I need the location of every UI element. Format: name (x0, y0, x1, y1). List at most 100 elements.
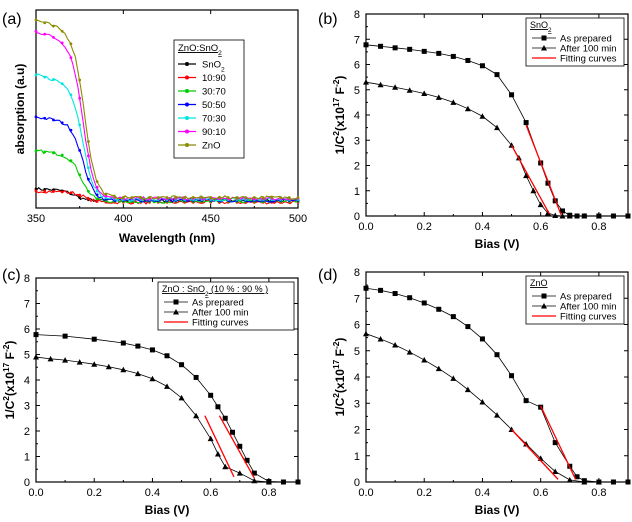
square-marker (179, 362, 185, 368)
series-line (35, 116, 299, 203)
series-marker (43, 189, 47, 193)
fit-line (218, 415, 255, 479)
text-span: -2 (1, 344, 11, 352)
triangle-marker (363, 330, 369, 337)
legend-marker (185, 102, 189, 107)
triangle-marker (91, 361, 98, 367)
series-marker (87, 140, 90, 143)
series-marker (121, 195, 125, 199)
series-marker (174, 196, 178, 199)
series-marker (87, 166, 90, 170)
y-tick-label: 0 (24, 477, 30, 489)
triangle-marker (595, 213, 602, 219)
y-tick-label: 4 (354, 110, 360, 122)
triangle-marker (566, 213, 573, 219)
text-span: -2 (331, 79, 341, 87)
y-tick-label: 5 (354, 346, 360, 358)
y-tick-label: 8 (354, 9, 360, 21)
square-marker (494, 352, 500, 358)
text-span: 1/C (333, 135, 347, 154)
text-span: 17 (331, 359, 341, 369)
square-marker (450, 314, 456, 320)
triangle-marker (581, 479, 588, 485)
y-tick-label: 5 (24, 350, 30, 362)
series-marker (218, 196, 221, 199)
triangle-marker (479, 113, 486, 119)
square-marker (523, 120, 529, 126)
series-marker (69, 42, 73, 46)
series-marker (104, 192, 108, 196)
legend-entry-label: 10:90 (202, 73, 226, 84)
text-span: SnO (187, 284, 205, 294)
series-marker (252, 196, 256, 199)
triangle-marker (494, 412, 500, 418)
y-tick-label: 4 (24, 375, 30, 387)
square-marker (378, 287, 384, 293)
triangle-marker (164, 383, 170, 389)
square-marker (545, 180, 551, 186)
triangle-marker (134, 370, 141, 377)
square-marker (295, 479, 301, 485)
y-tick-label: 1 (24, 452, 30, 464)
series-marker (78, 123, 82, 127)
square-marker (625, 479, 631, 485)
y-tick-label: 7 (354, 34, 360, 46)
series-marker (139, 196, 143, 199)
square-marker (135, 343, 141, 349)
triangle-marker (33, 354, 39, 360)
series-marker (43, 32, 47, 36)
legend-square-marker (173, 299, 179, 305)
y-tick-label: 3 (354, 398, 360, 410)
square-marker (465, 57, 471, 63)
x-tick-label: 350 (27, 213, 45, 225)
square-marker (436, 306, 442, 312)
panel-0: (a) 350 400 450 500 Wavelength (nm) absorption… (2, 9, 307, 245)
triangle-marker (251, 477, 258, 484)
square-marker (251, 470, 257, 476)
square-marker (363, 42, 369, 48)
text-span: 50:50 (202, 100, 226, 111)
text-span: F (333, 87, 347, 98)
x-tick-label: 400 (114, 213, 132, 225)
triangle-marker (464, 105, 471, 112)
series-marker (52, 190, 55, 193)
square-marker (392, 45, 398, 51)
triangle-marker (450, 375, 457, 381)
y-tick-label: 7 (24, 299, 30, 311)
triangle-marker (76, 359, 83, 365)
legend-square-marker (541, 35, 547, 41)
x-tick-label: 0.6 (533, 221, 548, 233)
x-axis-label: Bias (V) (475, 237, 520, 251)
square-marker (378, 43, 384, 49)
text-span: ZnO (530, 278, 548, 288)
y-tick-label: 3 (24, 401, 30, 413)
series-marker (191, 196, 195, 199)
y-tick-label: 2 (354, 425, 360, 437)
x-tick-label: 0.0 (28, 487, 43, 499)
series-line (365, 333, 599, 483)
series-marker (52, 151, 55, 155)
y-tick-label: 8 (354, 267, 360, 279)
series-marker (156, 196, 160, 199)
series-marker (95, 185, 99, 189)
text-span: ZnO (202, 141, 220, 152)
series-marker (200, 196, 204, 199)
square-marker (120, 340, 126, 346)
x-tick-label: 450 (201, 213, 219, 225)
series-marker (34, 149, 38, 153)
triangle-marker (464, 386, 471, 393)
triangle-marker (363, 79, 369, 85)
text-span: 90:10 (202, 127, 226, 138)
x-axis-label: Bias (V) (475, 503, 520, 517)
triangle-marker (566, 476, 573, 483)
series-marker (209, 196, 213, 199)
legend-entry-label: As prepared (560, 292, 612, 303)
text-span: 2 (548, 27, 552, 34)
legend-entry-label: 50:50 (202, 100, 226, 111)
series-marker (270, 196, 274, 199)
